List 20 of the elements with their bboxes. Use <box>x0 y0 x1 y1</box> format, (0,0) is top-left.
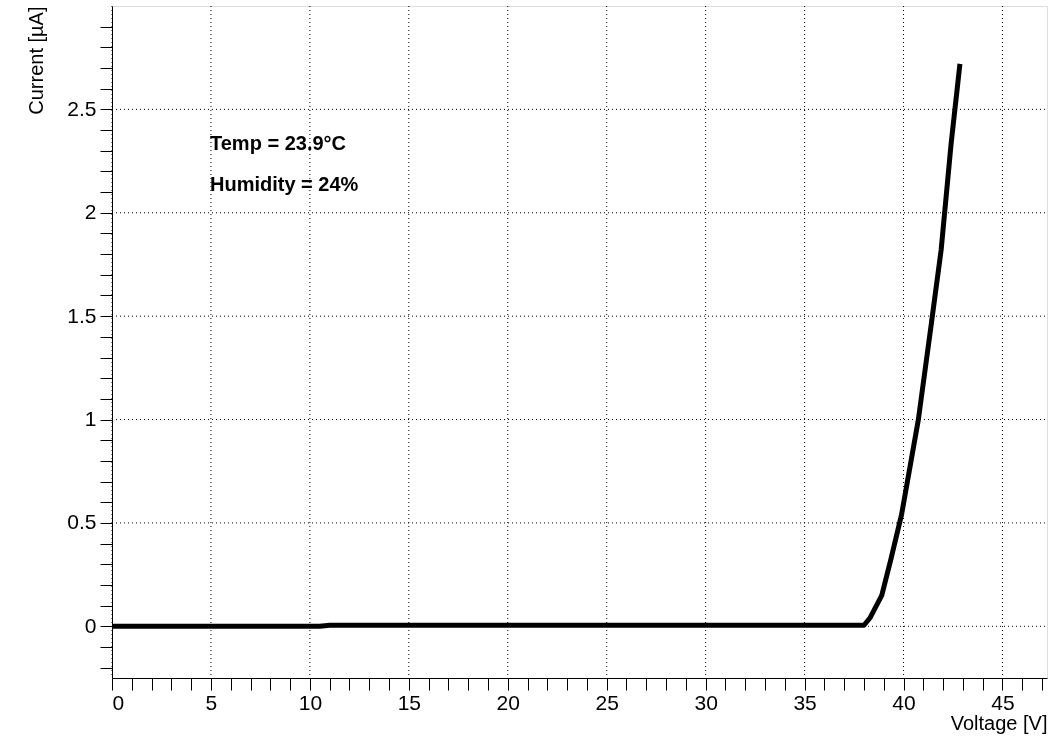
x-tick-label: 15 <box>397 690 422 714</box>
x-tick-label: 0 <box>112 690 125 714</box>
x-tick-label: 40 <box>892 690 916 714</box>
y-axis-title: Current [µA] <box>25 6 48 115</box>
y-tick-label: 2 <box>84 200 97 224</box>
x-tick-label: 20 <box>496 690 520 714</box>
y-tick-label: 1 <box>84 407 97 431</box>
x-tick-label: 35 <box>793 690 817 714</box>
y-tick-label: 0.5 <box>67 510 97 534</box>
y-tick-label: 2.5 <box>67 96 97 120</box>
x-tick-label: 45 <box>991 690 1015 714</box>
annotation: Temp = 23.9°C <box>210 132 347 154</box>
x-tick-label: 5 <box>205 690 218 714</box>
y-tick-label: 1.5 <box>67 303 97 327</box>
x-axis-title: Voltage [V] <box>950 711 1048 734</box>
annotation: Humidity = 24% <box>210 173 359 195</box>
y-tick-label: 0 <box>84 613 97 637</box>
x-tick-label: 30 <box>694 690 718 714</box>
x-tick-label: 10 <box>298 690 323 714</box>
x-tick-label: 25 <box>595 690 619 714</box>
